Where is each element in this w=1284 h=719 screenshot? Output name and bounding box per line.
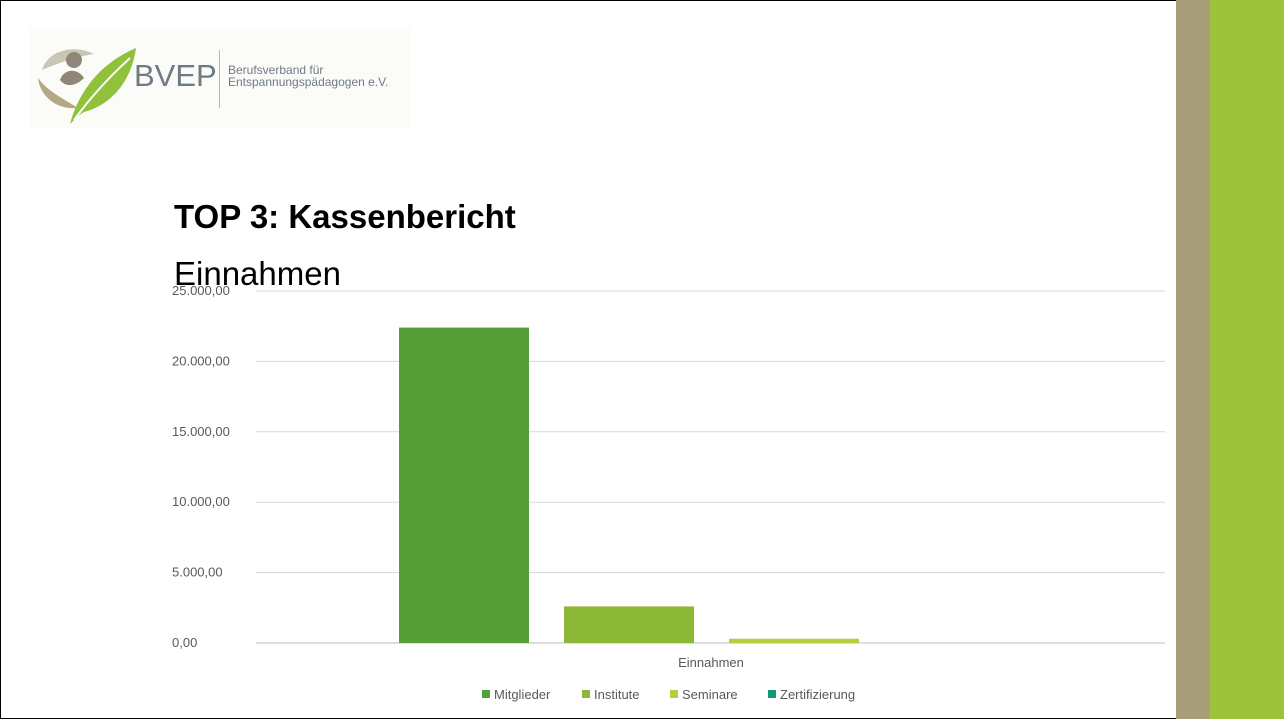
- logo-divider: [219, 50, 220, 108]
- legend-label-seminare: Seminare: [682, 687, 738, 702]
- bar-mitglieder: [399, 327, 529, 643]
- leaf-logo-icon: [38, 48, 136, 124]
- logo-tagline: Berufsverband für Entspannungspädagogen …: [228, 64, 388, 88]
- legend-label-institute: Institute: [594, 687, 640, 702]
- y-tick-label: 25.000,00: [172, 283, 230, 298]
- legend-swatch-seminare: [670, 690, 678, 698]
- slide-subtitle: Einnahmen: [174, 255, 341, 292]
- bvep-logo: BVEP Berufsverband für Entspannungspädag…: [30, 28, 410, 128]
- x-category-label: Einnahmen: [678, 655, 744, 670]
- y-tick-label: 5.000,00: [172, 565, 223, 580]
- bar-seminare: [729, 638, 859, 643]
- y-tick-label: 15.000,00: [172, 424, 230, 439]
- y-tick-label: 10.000,00: [172, 494, 230, 509]
- legend-swatch-institute: [582, 690, 590, 698]
- legend-swatch-zertifizierung: [768, 690, 776, 698]
- legend-swatch-mitglieder: [482, 690, 490, 698]
- bar-institute: [564, 606, 694, 643]
- logo-wordmark: BVEP: [134, 58, 217, 93]
- slide-title: TOP 3: Kassenbericht: [174, 198, 516, 235]
- y-tick-label: 20.000,00: [172, 353, 230, 368]
- decorative-stripe-green: [1210, 0, 1284, 719]
- legend-label-mitglieder: Mitglieder: [494, 687, 551, 702]
- logo-tagline-line1: Berufsverband für: [228, 63, 324, 77]
- y-tick-label: 0,00: [172, 635, 197, 650]
- decorative-stripe-tan: [1176, 0, 1210, 719]
- legend-label-zertifizierung: Zertifizierung: [780, 687, 855, 702]
- logo-tagline-line2: Entspannungspädagogen e.V.: [228, 75, 389, 89]
